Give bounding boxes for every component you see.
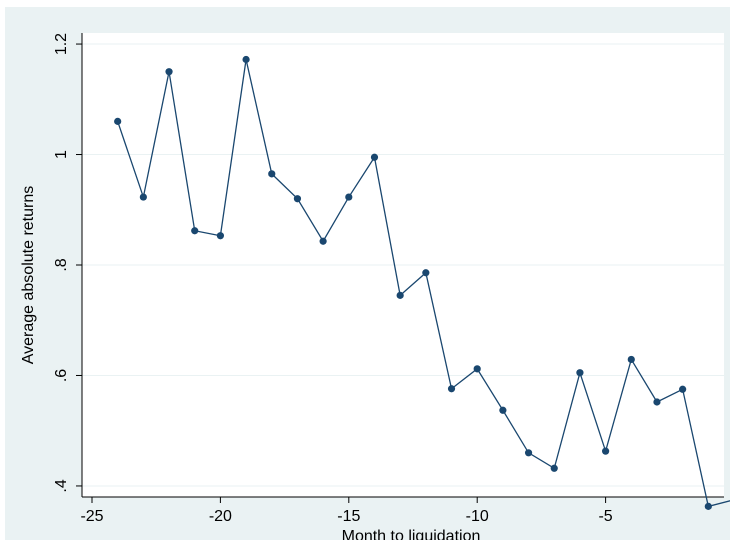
data-point [319, 237, 327, 245]
x-axis-title: Month to liquidation [342, 528, 481, 540]
line-chart: .4.6.811.2-25-20-15-10-50 Month to liqui… [20, 33, 730, 540]
data-point [679, 385, 687, 393]
data-point [653, 398, 661, 406]
x-tick-label: -15 [337, 508, 360, 525]
x-tick-label: -25 [80, 508, 103, 525]
tick-labels: .4.6.811.2-25-20-15-10-50 [53, 33, 730, 525]
y-tick-label: 1 [53, 150, 70, 159]
data-point [524, 449, 533, 457]
data-point [114, 117, 122, 125]
x-tick-label: -20 [209, 508, 232, 525]
y-tick-label: .4 [53, 479, 70, 492]
chart-frame: .4.6.811.2-25-20-15-10-50 Month to liqui… [5, 7, 730, 540]
data-point [447, 385, 456, 393]
data-point [165, 68, 173, 76]
gridlines [82, 43, 724, 487]
data-point [242, 55, 250, 64]
data-point [499, 406, 507, 414]
data-point [550, 464, 558, 472]
data-point [576, 369, 584, 377]
data-point [191, 227, 199, 235]
x-tick-label: -10 [466, 508, 489, 525]
data-point [293, 195, 302, 203]
y-axis-title: Average absolute returns [20, 186, 37, 364]
x-tick-label: -5 [598, 508, 612, 525]
axes [76, 33, 724, 503]
data-series [114, 55, 730, 510]
data-point [268, 170, 276, 178]
data-point [370, 153, 379, 161]
data-point [602, 447, 610, 455]
y-tick-label: .8 [53, 258, 70, 271]
data-point [396, 291, 404, 299]
data-point [627, 355, 635, 364]
y-tick-label: 1.2 [53, 33, 70, 55]
data-point [216, 232, 224, 240]
data-point [139, 193, 147, 201]
data-point [473, 365, 481, 373]
data-point [345, 193, 353, 201]
data-point [704, 502, 712, 510]
y-tick-label: .6 [53, 369, 70, 382]
data-point [422, 269, 430, 277]
